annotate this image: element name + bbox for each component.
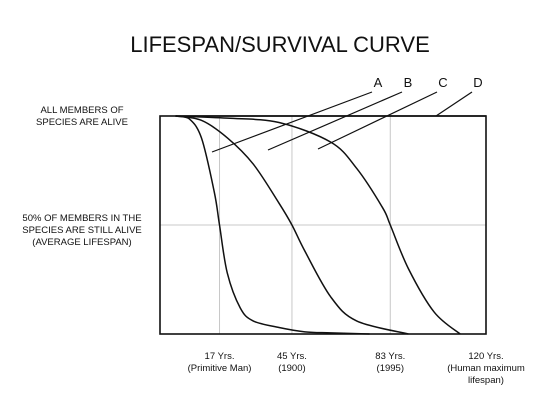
curve-leader-lines: [211, 91, 473, 153]
y-label-1: 50% OF MEMBERS IN THE SPECIES ARE STILL A…: [22, 213, 142, 248]
gridlines: [160, 116, 486, 334]
x-tick-label-1: 45 Yrs. (1900): [277, 351, 307, 374]
plot-frame: [159, 115, 487, 335]
leader-line-b: [267, 91, 403, 151]
x-tick-label-2: 83 Yrs. (1995): [375, 351, 405, 374]
leader-line-c: [317, 91, 438, 150]
curve-c: [175, 115, 461, 335]
survival-curves: [175, 115, 486, 335]
leader-line-d: [435, 91, 473, 117]
y-axis-labels: ALL MEMBERS OF SPECIES ARE ALIVE 50% OF ME…: [22, 105, 142, 248]
curve-label-c: C: [438, 75, 447, 90]
curve-letters: A B C D: [374, 75, 483, 90]
curve-b: [175, 115, 409, 335]
x-tick-label-0: 17 Yrs. (Primitive Man): [188, 351, 252, 374]
leader-line-a: [211, 91, 373, 153]
curve-a: [175, 115, 370, 335]
x-tick-label-3: 120 Yrs. (Human maximum lifespan): [447, 351, 525, 386]
curve-label-b: B: [404, 75, 413, 90]
y-label-0: ALL MEMBERS OF SPECIES ARE ALIVE: [36, 105, 128, 128]
chart-title: LIFESPAN/SURVIVAL CURVE: [130, 32, 430, 57]
curve-label-a: A: [374, 75, 383, 90]
curve-label-d: D: [473, 75, 482, 90]
x-axis-tick-labels: 17 Yrs. (Primitive Man) 45 Yrs. (1900) 83 Yr…: [188, 351, 525, 386]
